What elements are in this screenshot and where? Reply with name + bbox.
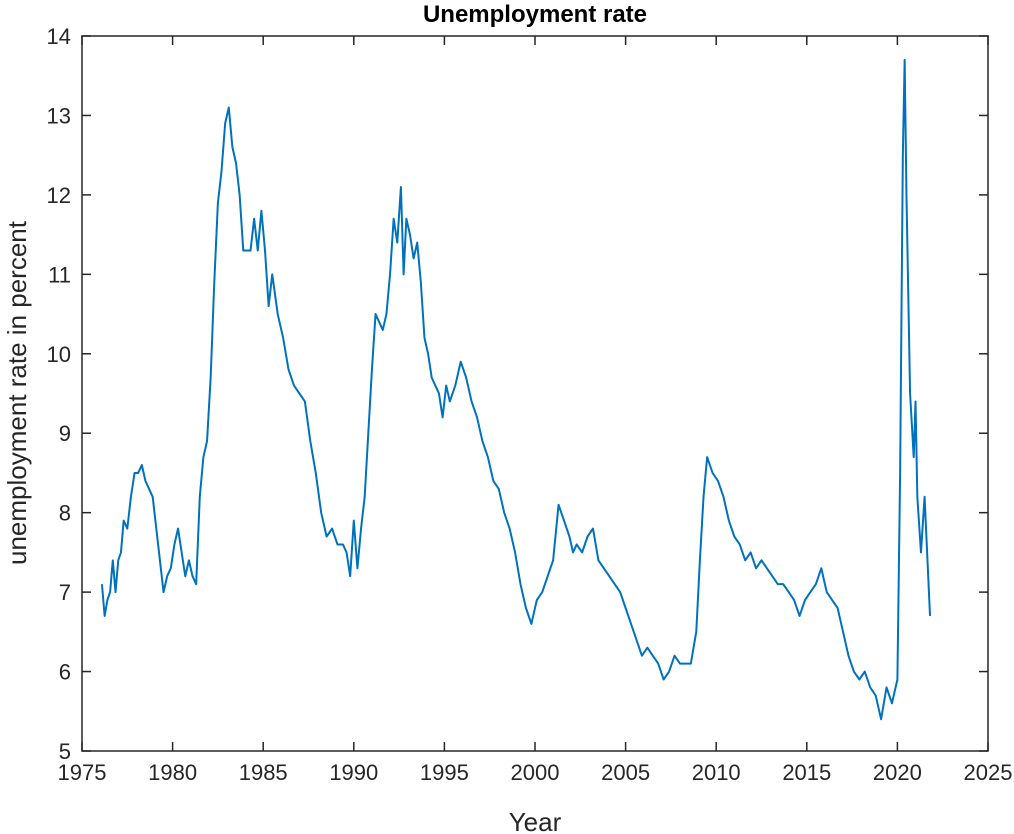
- y-tick-label: 13: [47, 103, 71, 128]
- y-tick-label: 5: [59, 739, 71, 764]
- x-tick-label: 2010: [692, 760, 741, 785]
- x-tick-label: 2025: [964, 760, 1013, 785]
- x-tick-label: 1995: [420, 760, 469, 785]
- y-tick-label: 6: [59, 660, 71, 685]
- x-tick-label: 2000: [511, 760, 560, 785]
- x-tick-label: 1990: [329, 760, 378, 785]
- y-axis-ticks: 5 6 7 8 9 10 11 12 13 14: [47, 24, 988, 764]
- x-tick-label: 2015: [782, 760, 831, 785]
- plot-background: [82, 36, 988, 751]
- y-tick-label: 10: [47, 342, 71, 367]
- x-axis-ticks: 1975 1980 1985 1990 1995 2000 2005 2010 2015 2020…: [58, 36, 1013, 785]
- chart-title: Unemployment rate: [423, 1, 647, 28]
- y-tick-label: 12: [47, 183, 71, 208]
- x-tick-label: 1985: [239, 760, 288, 785]
- x-axis-label: Year: [509, 807, 562, 834]
- x-tick-label: 2005: [601, 760, 650, 785]
- series-line-0: [100, 58, 932, 721]
- y-tick-label: 11: [48, 262, 71, 287]
- y-tick-label: 9: [59, 421, 71, 446]
- series-layer: [100, 58, 932, 721]
- y-tick-label: 7: [59, 580, 71, 605]
- y-tick-label: 14: [47, 24, 71, 49]
- x-tick-label: 1980: [148, 760, 197, 785]
- plot-frame: [81, 35, 989, 752]
- y-axis-label: unemployment rate in percent: [2, 220, 32, 565]
- x-tick-label: 2020: [873, 760, 922, 785]
- x-tick-label: 1975: [58, 760, 107, 785]
- y-tick-label: 8: [59, 501, 71, 526]
